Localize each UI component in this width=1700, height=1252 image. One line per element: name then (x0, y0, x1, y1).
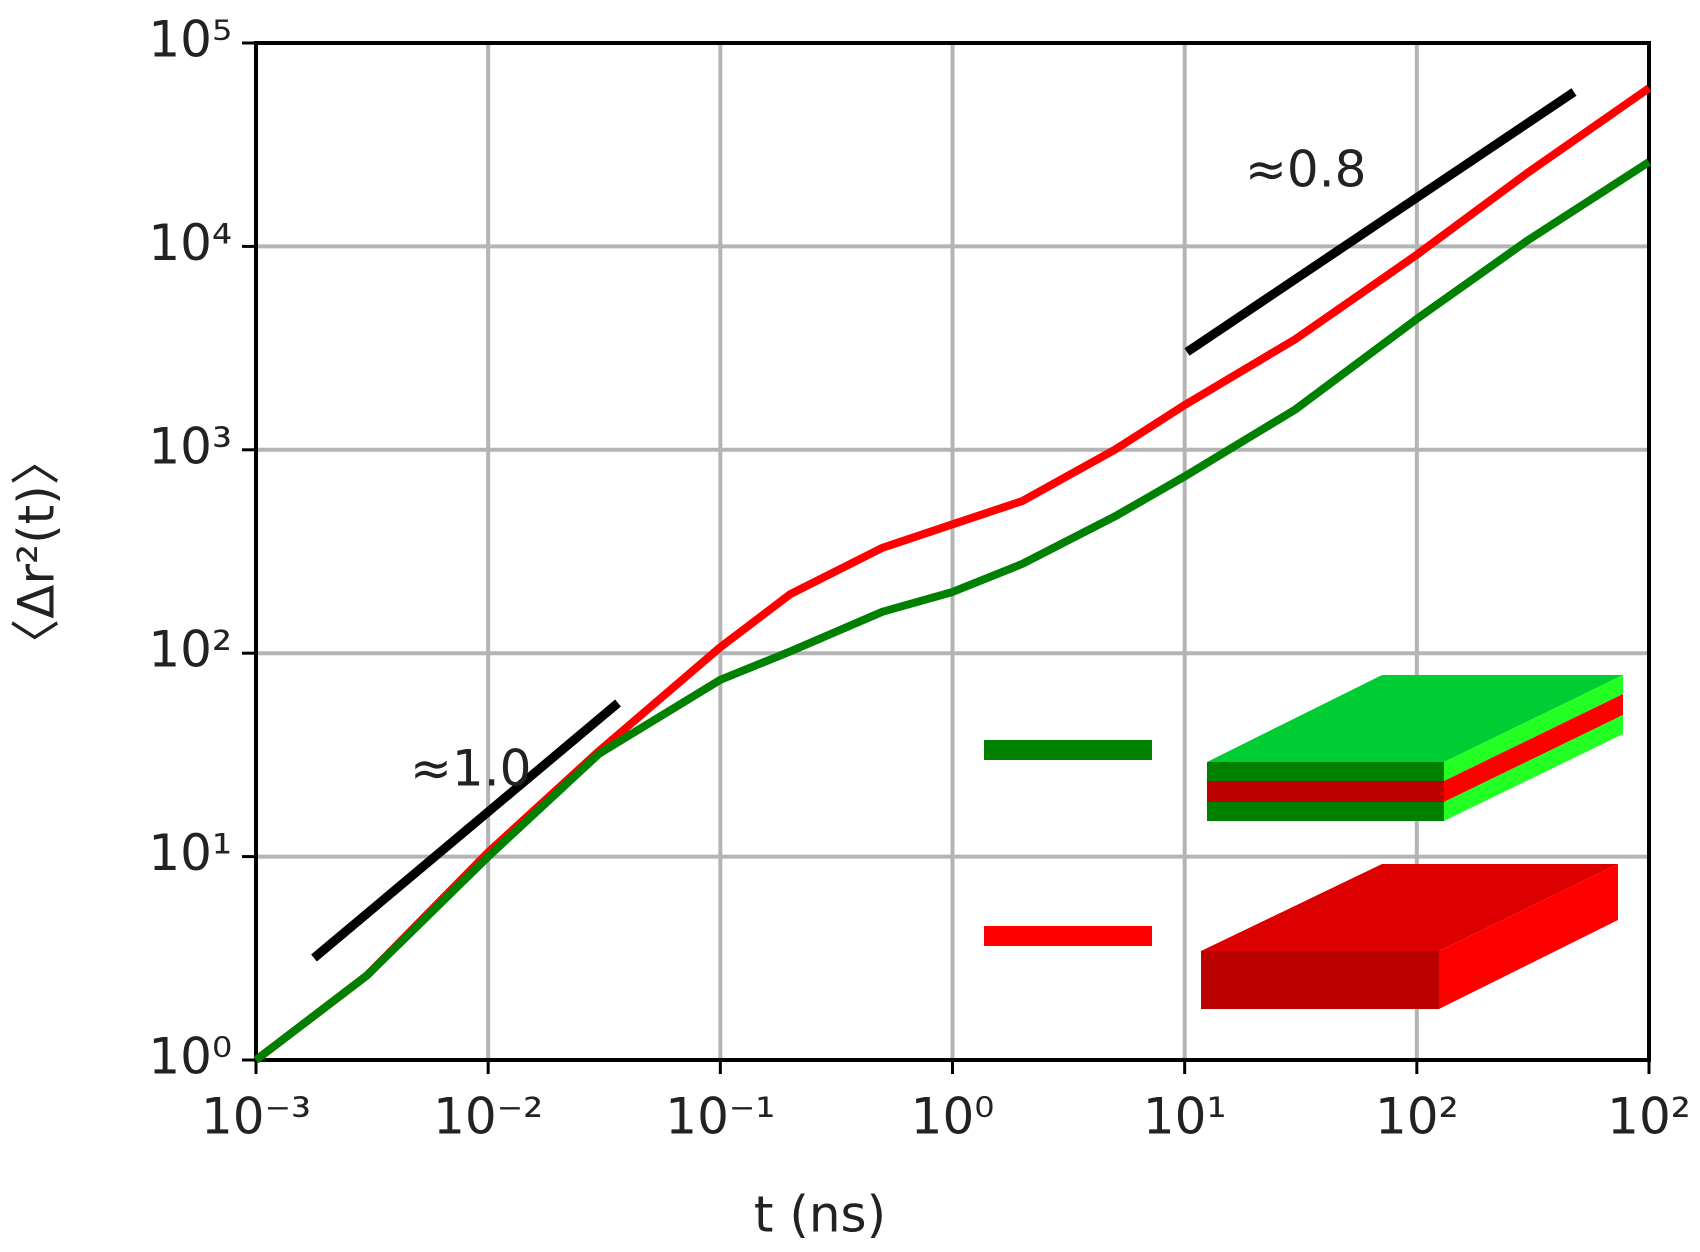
slope-guide (311, 699, 621, 962)
y-tick-label: 10⁴ (148, 214, 232, 272)
x-tick-label: 10⁻² (433, 1088, 543, 1146)
x-tick-label: 10² (1607, 1088, 1691, 1146)
y-tick-label: 10³ (148, 417, 232, 475)
slab-side (1439, 864, 1618, 1009)
axes: 10⁻³ 10⁻² 10⁻¹ 10⁰ 10¹ 10² 10² 10⁰ 10¹ 10² 10³ 10⁴ 1… (148, 11, 1691, 1146)
slope-guide (1184, 88, 1577, 356)
slab-layer (1207, 802, 1444, 821)
legend-icons (984, 675, 1623, 1009)
y-tick-label: 10¹ (148, 824, 232, 882)
y-tick-label: 10⁰ (148, 1028, 232, 1086)
annotation: ≈1.0 (410, 740, 531, 798)
slab-front (1201, 951, 1439, 1009)
legend-swatch (984, 740, 1152, 760)
x-tick-label: 10² (1375, 1088, 1459, 1146)
series-line (253, 158, 1652, 1064)
x-tick-label: 10⁰ (911, 1088, 995, 1146)
y-tick-label: 10² (148, 621, 232, 679)
slab-top (1207, 675, 1623, 762)
slab-layer (1207, 781, 1444, 802)
slab-top (1201, 864, 1618, 951)
plot-frame (254, 41, 1651, 1062)
y-tick-label: 10⁵ (148, 11, 232, 69)
slab-side (1444, 694, 1623, 802)
x-tick-label: 10⁻¹ (665, 1088, 775, 1146)
x-tick-label: 10¹ (1143, 1088, 1227, 1146)
x-tick-label: 10⁻³ (201, 1088, 311, 1146)
slab-side (1444, 675, 1623, 781)
legend-swatch (984, 926, 1152, 946)
x-axis-label: t (ns) (754, 1186, 886, 1244)
slab-side (1444, 715, 1623, 821)
annotation: ≈0.8 (1245, 141, 1366, 199)
y-axis-label: 〈Δr²(t)〉 (8, 435, 66, 668)
slab-layer (1207, 762, 1444, 781)
